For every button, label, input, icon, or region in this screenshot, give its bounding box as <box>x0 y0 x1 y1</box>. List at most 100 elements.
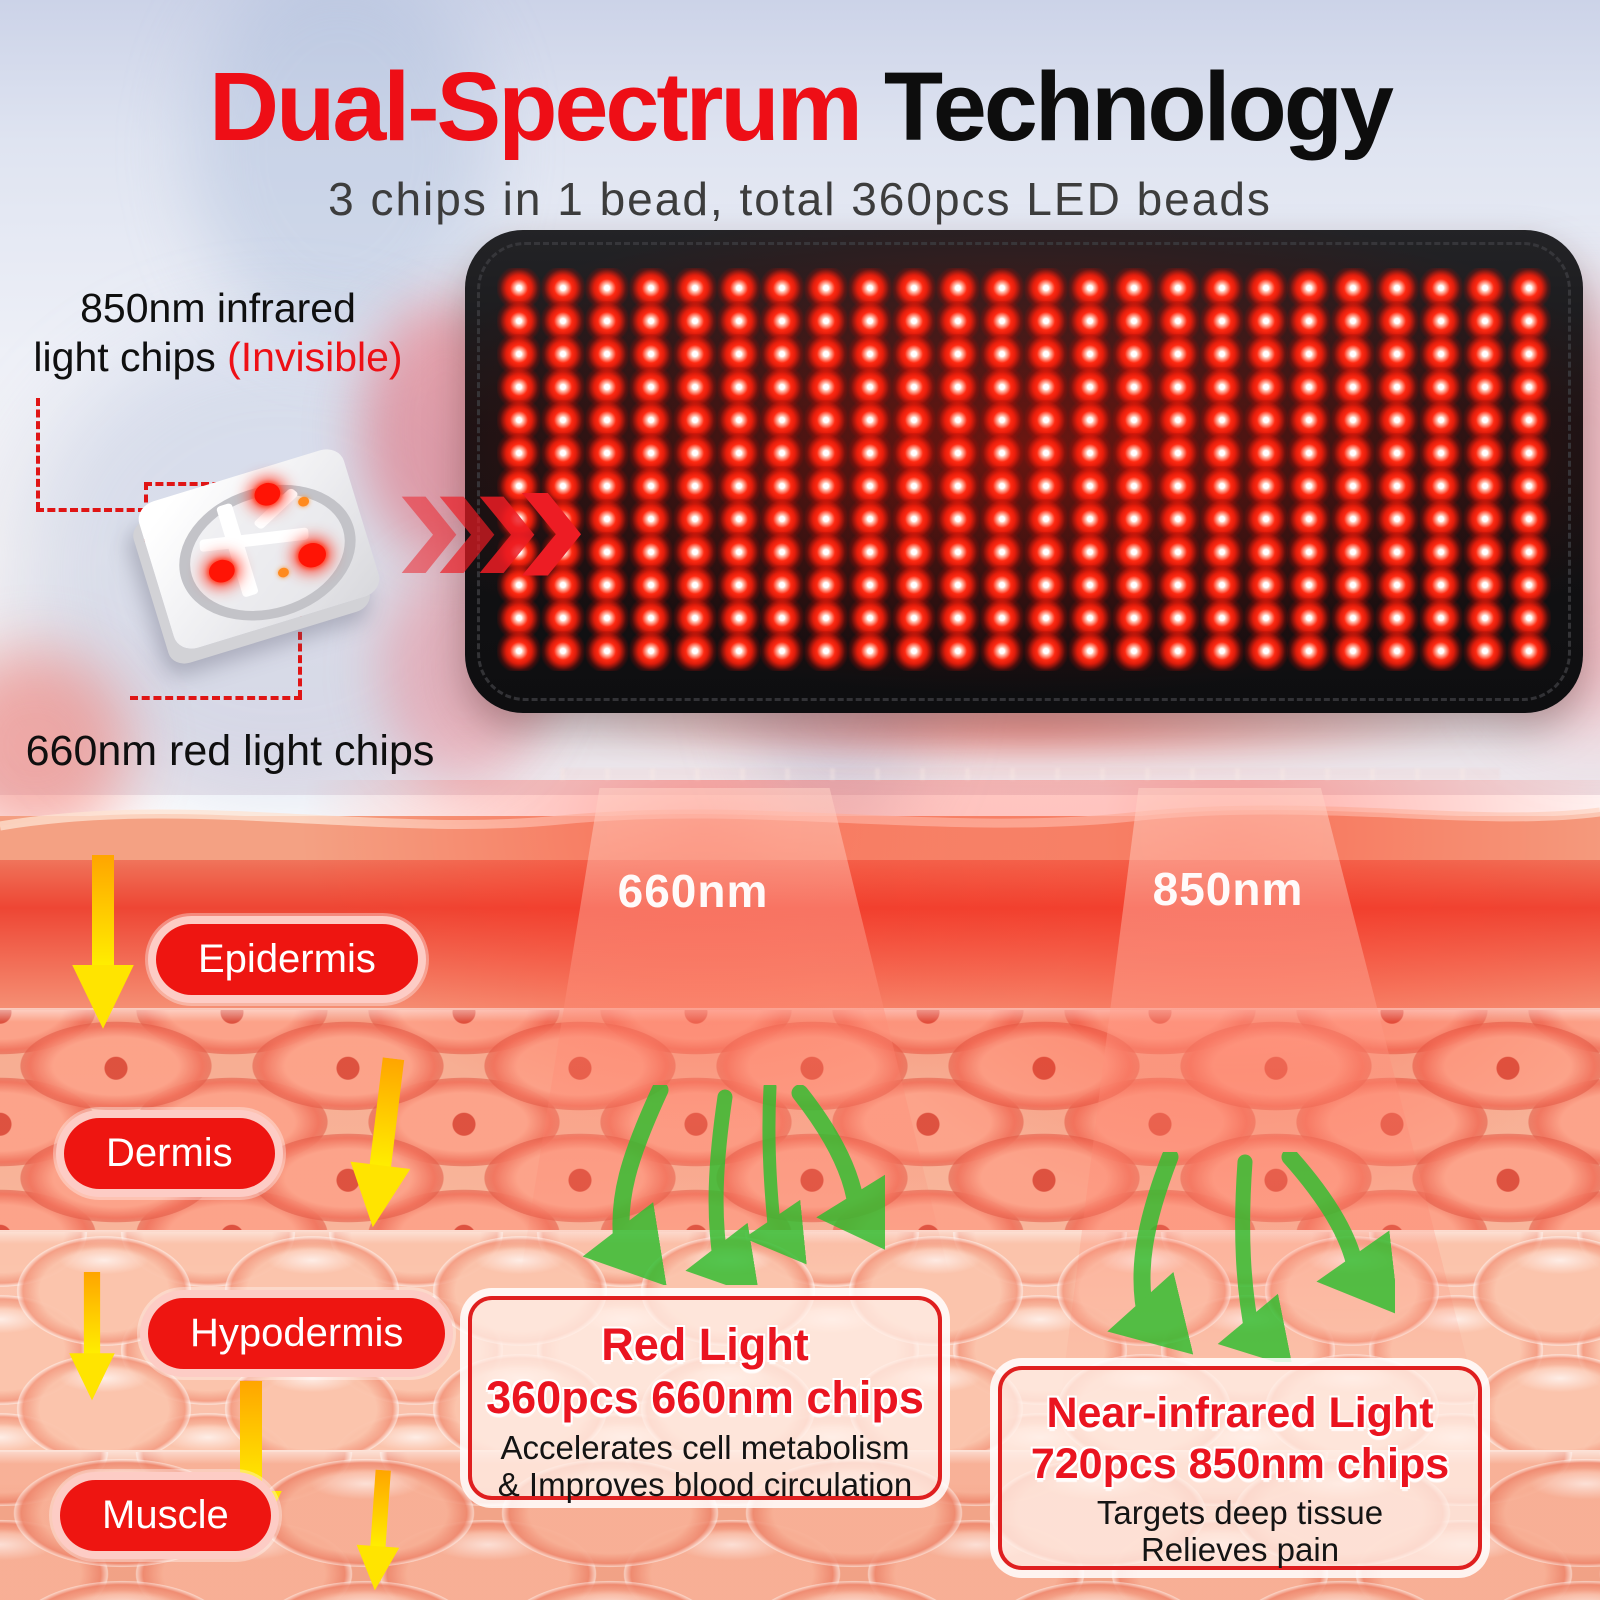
led-bead <box>585 601 629 634</box>
diffusion-arrows-660 <box>582 1085 885 1285</box>
callout-850nm-line1: 850nm infrared <box>80 285 356 331</box>
led-bead <box>1024 535 1068 568</box>
led-bead <box>1200 437 1244 470</box>
red-light-body-line2: & Improves blood circulation <box>497 1466 913 1504</box>
led-bead <box>1419 634 1463 667</box>
led-bead <box>1331 272 1375 305</box>
led-bead <box>1463 404 1507 437</box>
title-red-part: Dual-Spectrum <box>209 52 863 161</box>
led-bead <box>892 535 936 568</box>
led-bead <box>673 338 717 371</box>
led-bead <box>1200 338 1244 371</box>
beam-660nm-label: 660nm <box>617 865 769 917</box>
led-bead <box>673 470 717 503</box>
nir-light-title: Near-infrared Light 720pcs 850nm chips <box>1012 1388 1468 1489</box>
led-bead <box>717 305 761 338</box>
led-bead <box>1507 272 1551 305</box>
led-bead <box>761 601 805 634</box>
led-bead <box>804 404 848 437</box>
led-bead <box>1068 272 1112 305</box>
led-bead <box>629 338 673 371</box>
led-bead <box>1024 502 1068 535</box>
led-bead <box>1288 371 1332 404</box>
led-bead <box>1463 568 1507 601</box>
led-grid <box>497 272 1551 667</box>
led-bead <box>1288 272 1332 305</box>
led-bead <box>1112 470 1156 503</box>
depth-arrow-yellow <box>220 1381 282 1555</box>
led-bead <box>1331 470 1375 503</box>
led-bead <box>1507 404 1551 437</box>
led-bead <box>673 601 717 634</box>
led-bead <box>1068 502 1112 535</box>
led-bead <box>892 634 936 667</box>
led-bead <box>980 601 1024 634</box>
led-bead <box>980 470 1024 503</box>
led-bead <box>1419 437 1463 470</box>
led-bead <box>1024 634 1068 667</box>
led-bead <box>585 371 629 404</box>
led-bead <box>497 437 541 470</box>
led-bead <box>1112 502 1156 535</box>
led-bead <box>541 338 585 371</box>
led-bead <box>761 502 805 535</box>
led-bead <box>1068 568 1112 601</box>
led-bead <box>892 371 936 404</box>
led-bead <box>848 338 892 371</box>
led-bead <box>1375 634 1419 667</box>
layer-badge-hypodermis: Hypodermis <box>140 1290 454 1377</box>
led-bead <box>1112 272 1156 305</box>
led-bead <box>804 634 848 667</box>
led-bead <box>1244 502 1288 535</box>
led-bead <box>980 502 1024 535</box>
led-bead <box>761 470 805 503</box>
led-bead <box>1200 470 1244 503</box>
led-bead <box>1068 371 1112 404</box>
red-light-body-line1: Accelerates cell metabolism <box>500 1429 910 1467</box>
led-bead <box>936 568 980 601</box>
led-bead <box>936 404 980 437</box>
led-bead <box>541 305 585 338</box>
nir-light-body-line1: Targets deep tissue <box>1096 1494 1384 1532</box>
led-bead <box>1331 338 1375 371</box>
led-bead <box>1244 568 1288 601</box>
led-bead <box>848 371 892 404</box>
led-bead <box>1375 404 1419 437</box>
led-bead <box>1068 470 1112 503</box>
led-bead <box>673 371 717 404</box>
led-bead <box>1375 371 1419 404</box>
depth-arrow-yellow <box>72 855 134 1029</box>
led-bead <box>497 568 541 601</box>
led-bead <box>804 502 848 535</box>
led-bead <box>936 634 980 667</box>
led-bead <box>629 272 673 305</box>
led-bead <box>1112 437 1156 470</box>
led-bead <box>1200 305 1244 338</box>
led-bead <box>1419 502 1463 535</box>
led-bead <box>497 272 541 305</box>
led-bead <box>673 634 717 667</box>
chevron-right-icon: ❯ <box>509 483 594 572</box>
led-bead <box>1024 338 1068 371</box>
led-bead <box>541 437 585 470</box>
layer-badge-muscle: Muscle <box>52 1472 279 1559</box>
led-bead <box>1288 404 1332 437</box>
led-bead <box>1419 371 1463 404</box>
led-bead <box>717 502 761 535</box>
led-bead <box>1156 470 1200 503</box>
led-bead <box>1419 470 1463 503</box>
led-bead <box>1463 470 1507 503</box>
led-bead <box>673 404 717 437</box>
red-light-title: Red Light 360pcs 660nm chips <box>482 1318 928 1424</box>
led-bead <box>585 568 629 601</box>
led-bead <box>804 338 848 371</box>
led-bead <box>1068 404 1112 437</box>
led-bead <box>541 634 585 667</box>
led-bead <box>541 568 585 601</box>
led-chip-illustration <box>134 444 392 662</box>
led-bead <box>1024 305 1068 338</box>
led-bead <box>1331 601 1375 634</box>
red-light-description: Accelerates cell metabolism & Improves b… <box>482 1429 928 1504</box>
led-bead <box>1463 437 1507 470</box>
led-bead <box>1156 272 1200 305</box>
